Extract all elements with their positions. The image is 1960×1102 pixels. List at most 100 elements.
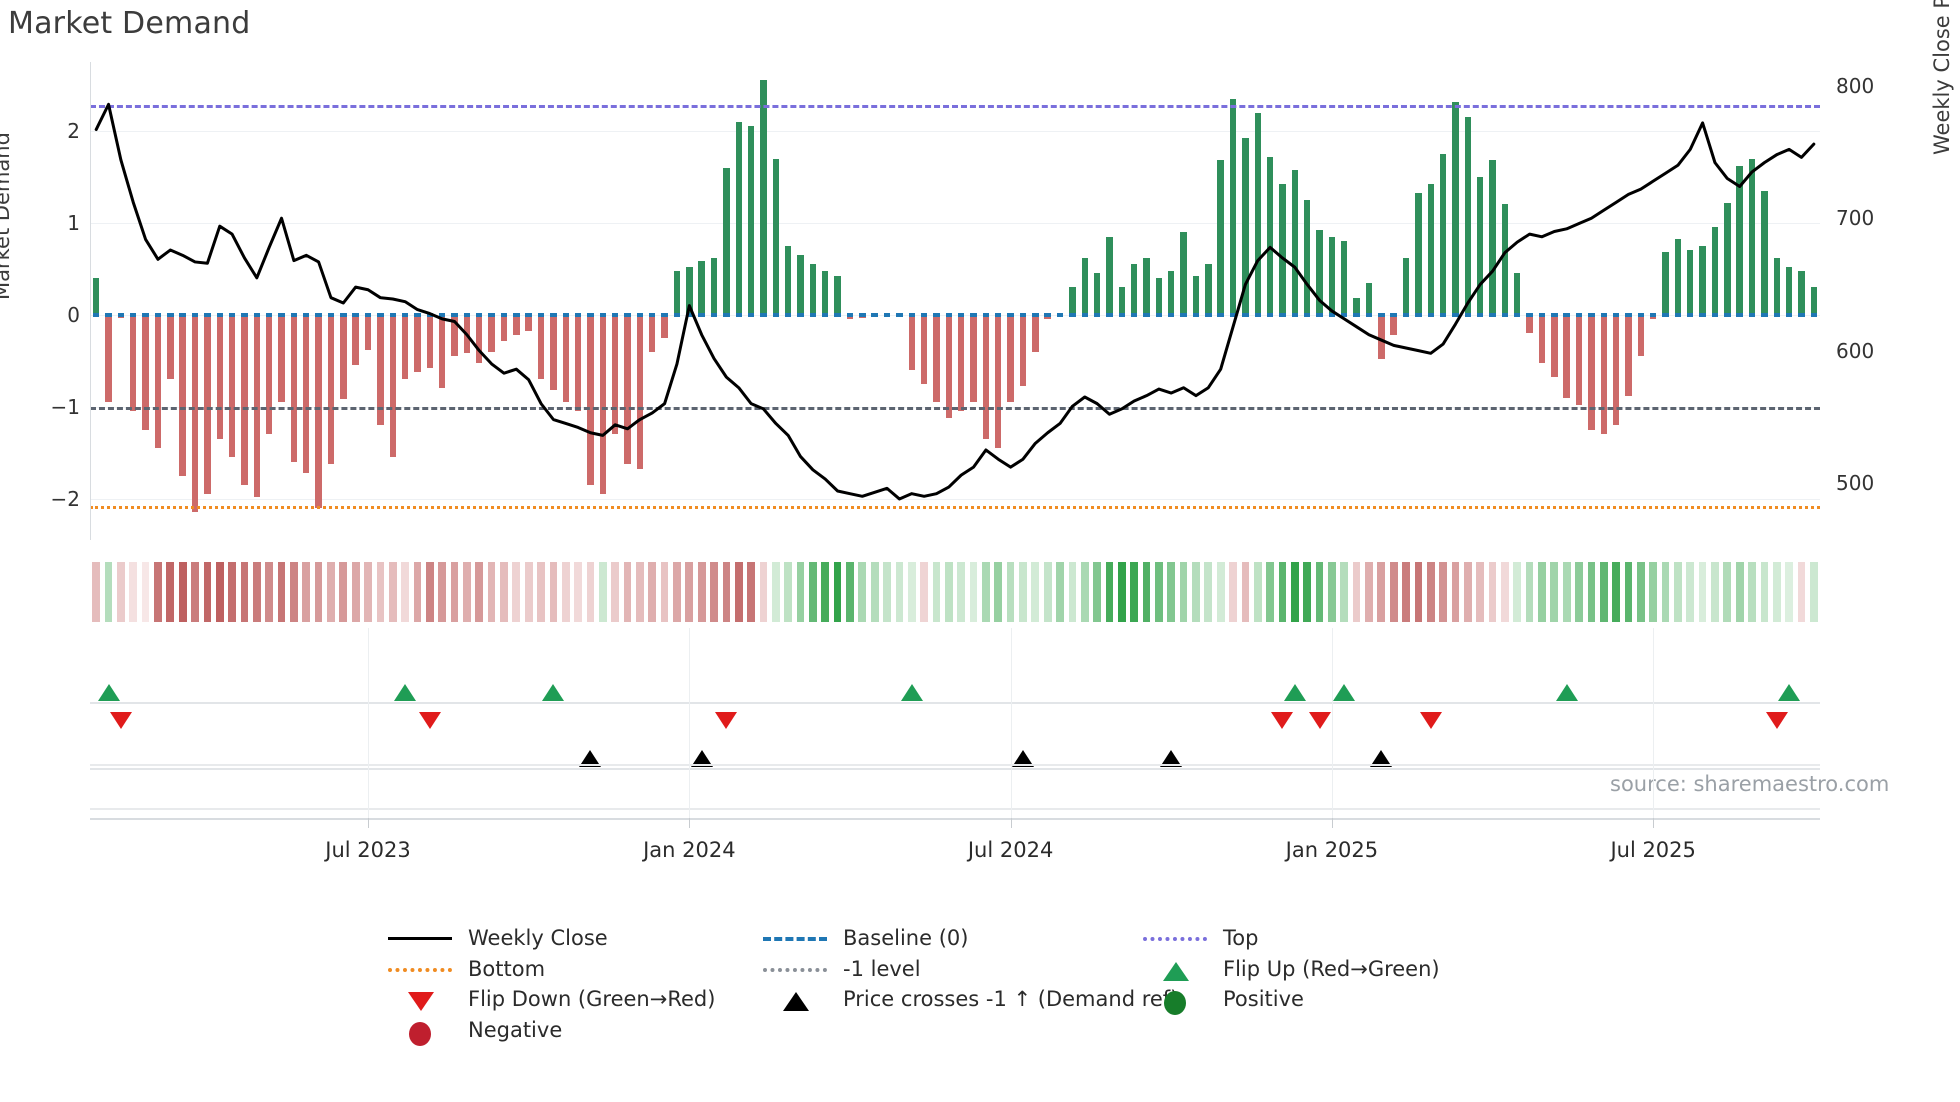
circle-red-icon [380, 1017, 460, 1046]
y-axis-label-right: Weekly Close Price [1930, 0, 1954, 155]
legend-item[interactable]: Flip Down (Green→Red) [380, 986, 715, 1012]
heat-cell [821, 562, 830, 622]
demand-bar [1143, 257, 1150, 315]
legend-item[interactable]: Negative [380, 1017, 562, 1046]
demand-bar [1341, 241, 1348, 315]
heat-cell [1204, 562, 1213, 622]
baseline-segment [908, 312, 915, 317]
x-tick-label: Jan 2025 [1285, 838, 1379, 862]
demand-bar [649, 314, 656, 352]
legend-label: Price crosses -1 ↑ (Demand ref) [843, 987, 1179, 1011]
legend-item[interactable]: Flip Up (Red→Green) [1135, 956, 1440, 982]
demand-bar [191, 314, 199, 513]
demand-bar [1464, 117, 1472, 315]
demand-bar [1118, 287, 1126, 315]
heat-cell [1624, 562, 1633, 622]
demand-bar [784, 245, 792, 315]
demand-bar [1081, 257, 1088, 315]
demand-bar [1427, 184, 1434, 315]
main-plot [90, 62, 1820, 540]
y-tick-right: 500 [1836, 471, 1875, 496]
y-tick-right: 800 [1836, 73, 1875, 98]
heat-cell [1550, 562, 1559, 622]
baseline-segment [1575, 312, 1583, 317]
heat-cell [1525, 562, 1534, 622]
legend-item[interactable]: Positive [1135, 986, 1304, 1015]
demand-bar [1069, 287, 1076, 315]
baseline-segment [957, 312, 965, 317]
baseline-segment [1538, 312, 1546, 317]
baseline-segment [1687, 312, 1694, 317]
x-tick-guide [689, 628, 691, 818]
heat-cell [561, 562, 570, 622]
baseline-segment [1699, 312, 1706, 317]
baseline-segment [105, 312, 112, 317]
demand-bar [327, 314, 335, 464]
heat-cell [1352, 562, 1361, 622]
baseline-segment [933, 312, 940, 317]
baseline-segment [1316, 312, 1323, 317]
baseline-segment [340, 312, 347, 317]
price-cross-marker [690, 750, 713, 767]
baseline-segment [1415, 312, 1422, 317]
demand-bar [179, 314, 186, 476]
heat-cell [1105, 562, 1114, 622]
baseline-segment [1180, 312, 1187, 317]
demand-bar [661, 314, 668, 338]
baseline-segment [1118, 312, 1126, 317]
demand-bar [1699, 245, 1706, 315]
circle-green-icon-shape [1164, 991, 1186, 1015]
x-tick-guide [1331, 628, 1333, 818]
y-tick-left: 0 [67, 302, 80, 327]
legend-item[interactable]: Weekly Close [380, 925, 608, 951]
heat-cell [1476, 562, 1484, 622]
baseline-segment [1378, 312, 1385, 317]
baseline-segment [537, 312, 545, 317]
flip-down-marker [418, 712, 441, 729]
demand-bar [1217, 160, 1224, 315]
baseline-segment [290, 312, 298, 317]
demand-bar [1625, 314, 1632, 396]
heat-cell [895, 562, 904, 622]
heat-cell [809, 562, 817, 622]
baseline-segment [228, 312, 236, 317]
demand-bar [1180, 232, 1187, 315]
page-title: Market Demand [8, 6, 251, 41]
legend-item[interactable]: Price crosses -1 ↑ (Demand ref) [755, 986, 1178, 1012]
heat-cell [166, 562, 175, 622]
heat-cell [784, 562, 792, 622]
baseline-segment [1279, 312, 1286, 317]
demand-bar [1736, 165, 1743, 315]
baseline-segment [587, 312, 594, 317]
demand-bar [1242, 138, 1249, 315]
baseline-segment [1044, 312, 1051, 317]
legend-item[interactable]: Bottom [380, 956, 545, 982]
demand-bar [278, 314, 285, 403]
demand-bar [957, 314, 965, 412]
marker-rows [90, 628, 1820, 820]
heat-cell [388, 562, 397, 622]
heat-cell [450, 562, 459, 622]
legend-label: Flip Down (Green→Red) [468, 987, 716, 1011]
heat-cell [1439, 562, 1447, 622]
demand-bar [537, 314, 545, 380]
baseline-segment [327, 312, 335, 317]
demand-bar [228, 314, 236, 458]
heat-cell [537, 562, 545, 622]
demand-bar [1600, 314, 1607, 435]
demand-bar [908, 314, 915, 370]
baseline-segment [1168, 312, 1175, 317]
flip-down-marker [715, 712, 738, 729]
legend-item[interactable]: -1 level [755, 956, 921, 982]
baseline-segment [599, 312, 607, 317]
heat-cell [710, 562, 718, 622]
legend-item[interactable]: Top [1135, 925, 1258, 951]
legend-item[interactable]: Baseline (0) [755, 925, 968, 951]
baseline-segment [1674, 312, 1682, 317]
demand-bar [340, 314, 347, 400]
demand-bar [389, 314, 396, 458]
flip-up-marker [97, 684, 120, 701]
baseline-segment [970, 312, 977, 317]
baseline-segment [1402, 312, 1410, 317]
baseline-segment [760, 312, 767, 317]
